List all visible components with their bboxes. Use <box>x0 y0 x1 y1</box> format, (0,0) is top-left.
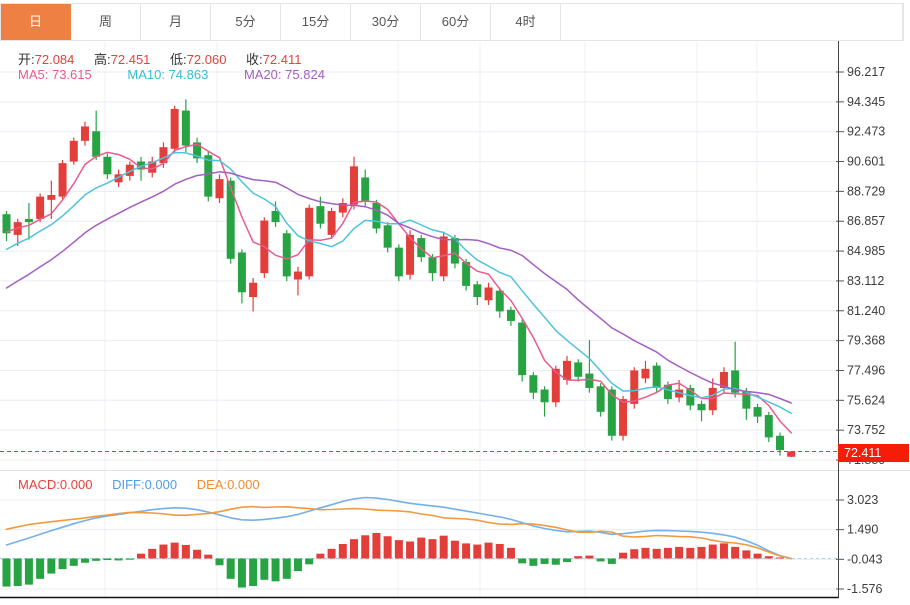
diff-label: DIFF: <box>112 477 145 492</box>
macd-value: 0.000 <box>59 477 93 492</box>
ma5-value: 73.615 <box>51 67 92 82</box>
svg-text:94.345: 94.345 <box>847 95 885 109</box>
close-label: 收: <box>246 52 263 67</box>
svg-text:79.368: 79.368 <box>847 334 885 348</box>
last-price-label: 72.411 <box>838 444 909 462</box>
ma20-label: MA20: <box>243 67 282 82</box>
dea-value: 0.000 <box>227 477 260 492</box>
tab-30min[interactable]: 30分 <box>351 4 421 40</box>
ohlc-readout: 开:72.084 高:72.451 低:72.060 收:72.411 <box>18 49 301 68</box>
tab-15min[interactable]: 15分 <box>281 4 351 40</box>
svg-text:88.729: 88.729 <box>847 184 885 198</box>
low-label: 低: <box>170 52 187 67</box>
ma10-value: 74.863 <box>168 67 209 82</box>
high-label: 高: <box>94 52 111 67</box>
svg-text:86.857: 86.857 <box>847 214 885 228</box>
tab-60min[interactable]: 60分 <box>421 4 491 40</box>
ma10-label: MA10: <box>127 67 165 82</box>
low-value: 72.060 <box>186 52 227 67</box>
svg-text:84.985: 84.985 <box>847 244 885 258</box>
ma20-value: 75.824 <box>285 67 325 82</box>
dea-label: DEA: <box>196 477 228 492</box>
close-value: 72.411 <box>262 52 302 67</box>
svg-text:-0.043: -0.043 <box>847 552 882 566</box>
tab-4hour[interactable]: 4时 <box>491 4 561 40</box>
svg-text:83.112: 83.112 <box>847 274 884 288</box>
tab-month[interactable]: 月 <box>141 4 211 40</box>
svg-text:96.217: 96.217 <box>847 65 885 79</box>
svg-text:77.496: 77.496 <box>847 363 885 377</box>
timeframe-tabbar: 日 周 月 5分 15分 30分 60分 4时 <box>0 3 904 41</box>
open-label: 开: <box>18 52 35 67</box>
svg-text:75.624: 75.624 <box>847 393 885 407</box>
svg-text:3.023: 3.023 <box>847 493 878 507</box>
tab-day[interactable]: 日 <box>1 4 71 40</box>
tab-week[interactable]: 周 <box>71 4 141 40</box>
svg-text:-1.576: -1.576 <box>847 582 882 596</box>
svg-text:1.490: 1.490 <box>847 523 878 537</box>
diff-value: 0.000 <box>144 477 178 492</box>
svg-text:92.473: 92.473 <box>847 125 885 139</box>
macd-label: MACD: <box>18 477 60 492</box>
macd-chart-canvas[interactable]: 3.023 1.490 -0.043 -1.576 <box>0 470 910 605</box>
svg-text:73.752: 73.752 <box>847 423 885 437</box>
macd-readout: MACD:0.000 DIFF:0.000 DEA:0.000 <box>18 477 260 492</box>
open-value: 72.084 <box>34 52 75 67</box>
main-chart-canvas[interactable]: 96.217 94.345 92.473 90.601 88.729 86.857 84.9… <box>0 40 910 470</box>
tab-5min[interactable]: 5分 <box>211 4 281 40</box>
svg-text:81.240: 81.240 <box>847 304 885 318</box>
ma5-label: MA5: <box>18 67 49 82</box>
ma-readout: MA5: 73.615 MA10: 74.863 MA20: 75.824 <box>18 67 325 82</box>
svg-text:90.601: 90.601 <box>847 155 885 169</box>
tabbar-filler <box>561 4 903 40</box>
high-value: 72.451 <box>110 52 151 67</box>
